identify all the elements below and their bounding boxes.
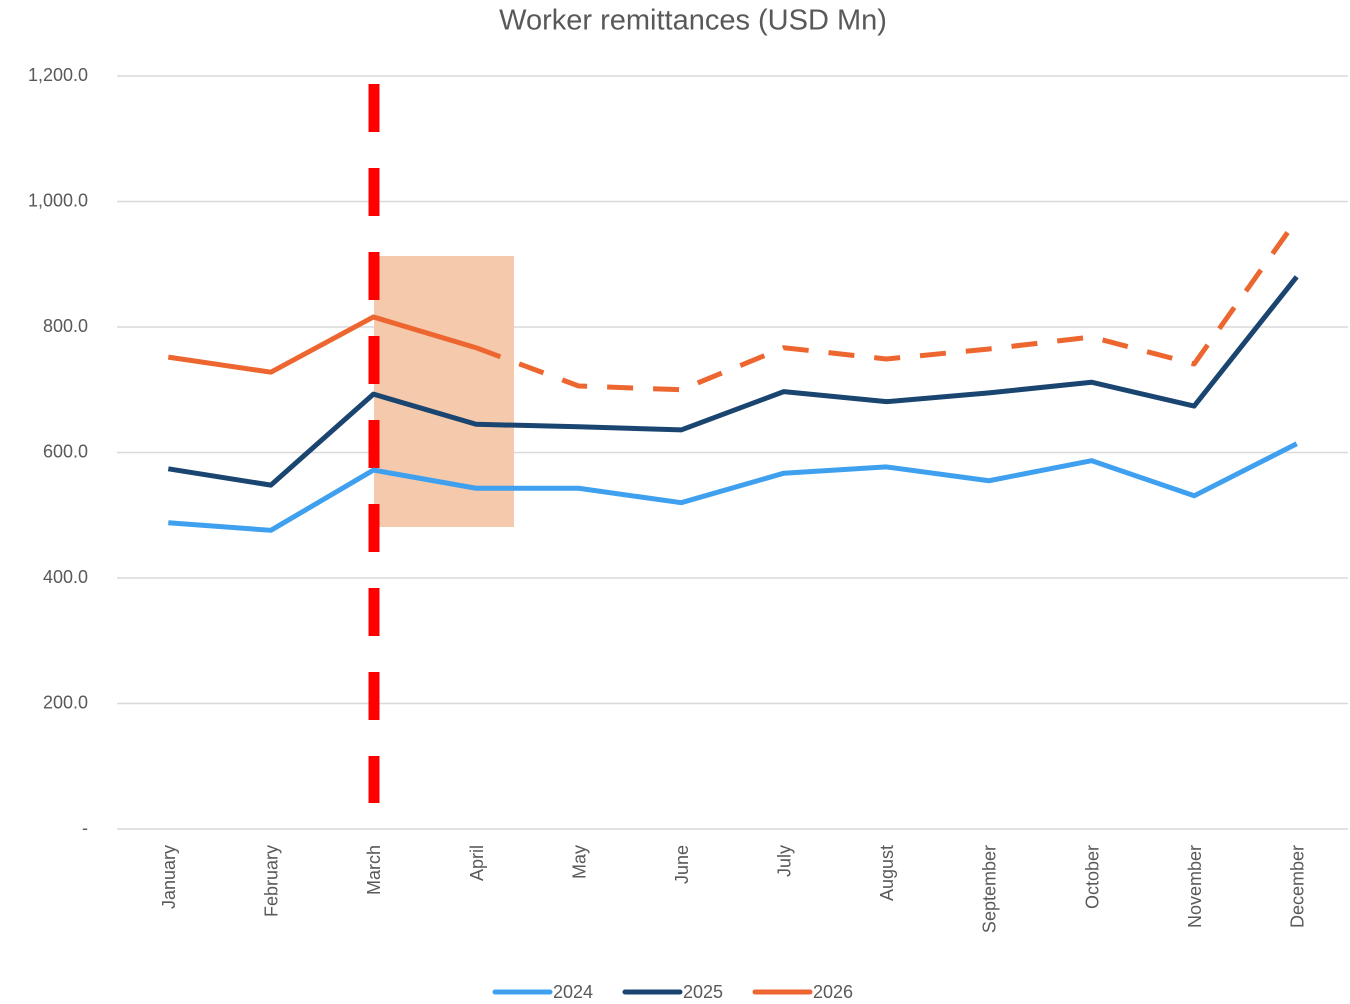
legend-label: 2024 <box>553 982 593 1002</box>
y-tick-label: 600.0 <box>43 441 88 461</box>
y-tick-label: 200.0 <box>43 692 88 712</box>
x-tick-label: February <box>262 845 282 917</box>
y-tick-label: - <box>82 818 88 838</box>
legend-label: 2025 <box>683 982 723 1002</box>
y-tick-label: 400.0 <box>43 567 88 587</box>
line-series <box>168 441 1298 533</box>
legend-label: 2026 <box>813 982 853 1002</box>
x-tick-label: September <box>980 845 1000 933</box>
grid <box>117 75 1348 830</box>
x-tick-label: August <box>877 845 897 901</box>
line-series-dashed <box>475 218 1299 393</box>
y-tick-label: 1,000.0 <box>28 190 88 210</box>
y-tick-label: 1,200.0 <box>28 65 88 85</box>
y-tick-label: 800.0 <box>43 316 88 336</box>
x-tick-label: April <box>467 845 487 881</box>
chart-title: Worker remittances (USD Mn) <box>499 5 887 37</box>
x-tick-label: March <box>364 845 384 895</box>
x-tick-label: January <box>159 845 179 909</box>
x-tick-label: October <box>1082 845 1102 909</box>
x-tick-label: December <box>1287 845 1307 928</box>
line-series <box>167 314 477 375</box>
x-tick-label: May <box>569 845 589 879</box>
x-tick-label: July <box>775 845 795 877</box>
x-tick-label: November <box>1185 845 1205 928</box>
x-tick-label: June <box>672 845 692 884</box>
line-series <box>167 275 1299 488</box>
